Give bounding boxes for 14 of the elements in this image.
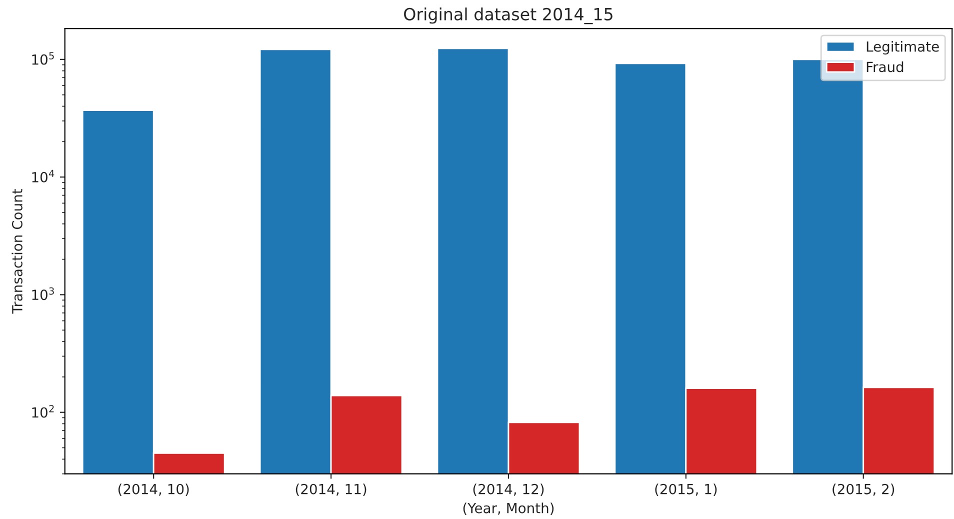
y-axis-title: Transaction Count: [12, 188, 22, 314]
y-tick-label: 10$^{3}$: [32, 287, 54, 300]
chart-title: Original dataset 2014_15: [404, 8, 612, 24]
x-tick-label: (2015, 1): [655, 484, 717, 496]
legend-label: Fraud: [866, 61, 904, 72]
x-tick-label: (2014, 12): [473, 484, 544, 496]
x-tick-label: (2015, 2): [832, 484, 894, 496]
x-tick-label: (2014, 11): [296, 484, 366, 496]
y-tick-label: 10$^{5}$: [32, 52, 54, 65]
x-tick-label: (2014, 10): [118, 484, 189, 496]
y-tick-label: 10$^{2}$: [32, 404, 54, 418]
x-axis-title: (Year, Month): [463, 502, 554, 515]
y-tick-label: 10$^{4}$: [32, 170, 54, 182]
legend-label: Legitimate: [866, 41, 939, 54]
